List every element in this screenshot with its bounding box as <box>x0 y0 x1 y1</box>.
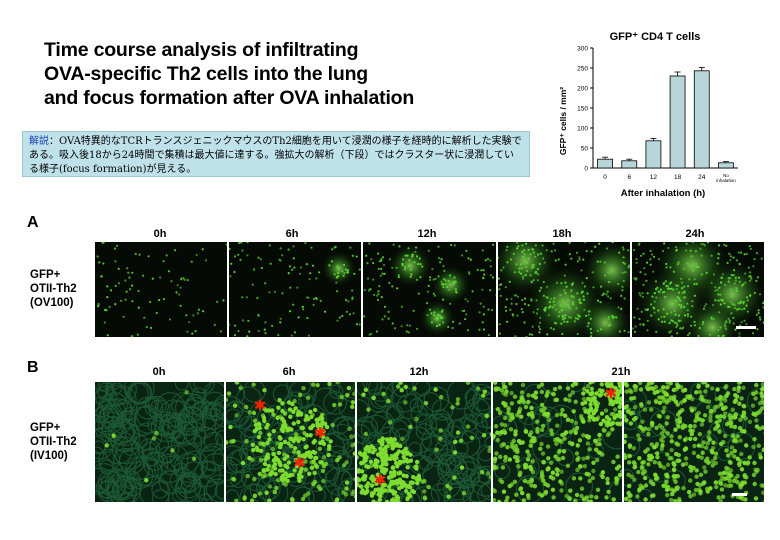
svg-text:✱: ✱ <box>605 385 618 403</box>
chart-x-tick-label: 6 <box>627 174 631 181</box>
panel-b-micrograph <box>95 382 226 502</box>
svg-text:✱: ✱ <box>293 454 306 472</box>
panel-b-micrograph <box>624 382 766 502</box>
panel-a-row-label: GFP+ OTII-Th2 (OV100) <box>30 268 77 310</box>
note-key: 解説 <box>29 136 49 147</box>
chart-x-tick-label: 24 <box>698 174 706 181</box>
svg-text:✱: ✱ <box>374 471 387 489</box>
micrograph-canvas <box>95 382 224 502</box>
panel-b-micrograph: ✱ <box>493 382 624 502</box>
panel-a-time-label: 18h <box>552 228 572 240</box>
chart-x-tick-label: inhalation <box>716 178 736 183</box>
chart-y-tick-label: 100 <box>577 126 588 133</box>
panel-b-time-label: 21h <box>611 366 631 378</box>
panel-a-time-label: 24h <box>685 228 705 240</box>
figure-title: Time course analysis of infiltrating OVA… <box>44 38 484 110</box>
chart-x-tick-label: No <box>723 173 729 178</box>
micrograph-canvas <box>624 382 764 502</box>
panel-a-micrograph <box>632 242 766 337</box>
micrograph-canvas <box>95 242 227 337</box>
chart-bar <box>669 75 686 169</box>
panel-b-time-label: 0h <box>152 366 166 378</box>
panel-a-label-line-1: GFP+ <box>30 269 61 281</box>
micrograph-canvas: ✱ <box>493 382 622 502</box>
panel-a-micrograph <box>229 242 363 337</box>
panel-a-micrograph <box>363 242 498 337</box>
panel-b-label-line-1: GFP+ <box>30 422 61 434</box>
title-line-1: Time course analysis of infiltrating <box>44 39 359 61</box>
chart-y-tick-label: 0 <box>584 166 588 173</box>
panel-a-time-label: 0h <box>153 228 167 240</box>
panel-b-row-label: GFP+ OTII-Th2 (IV100) <box>30 421 77 463</box>
panel-b-time-label: 6h <box>282 366 296 378</box>
title-line-3: and focus formation after OVA inhalation <box>44 87 415 109</box>
chart-ylabel: GFP⁺ cells / mm² <box>558 87 568 155</box>
title-line-2: OVA-specific Th2 cells into the lung <box>44 63 368 85</box>
micrograph-canvas <box>229 242 361 337</box>
explanation-note: 解説：OVA特異的なTCRトランスジェニックマウスのTh2細胞を用いて浸潤の様子… <box>22 131 530 177</box>
chart-bar <box>621 160 638 169</box>
panel-b-micrograph: ✱ <box>357 382 493 502</box>
panel-b-micrograph: ✱ ✱ ✱ <box>226 382 357 502</box>
panel-a-micrograph <box>95 242 229 337</box>
chart-xlabel: After inhalation (h) <box>621 188 705 199</box>
panel-a-scale-bar <box>736 326 756 329</box>
micrograph-canvas <box>632 242 764 337</box>
chart-y-tick-label: 50 <box>581 146 589 153</box>
panel-a-label-line-3: (OV100) <box>30 297 74 309</box>
panel-b-letter: B <box>27 359 39 376</box>
chart-x-tick-label: 0 <box>603 174 607 181</box>
chart-y-tick-label: 200 <box>577 86 588 93</box>
panel-a-letter: A <box>27 214 39 231</box>
chart-bar <box>597 158 613 169</box>
chart-y-tick-label: 150 <box>577 106 588 113</box>
chart-bar <box>718 162 734 169</box>
chart-bar <box>693 70 710 169</box>
panel-a-label-line-2: OTII-Th2 <box>30 283 77 295</box>
chart-bar <box>645 140 662 169</box>
chart-y-tick-label: 250 <box>577 66 588 73</box>
note-text: OVA特異的なTCRトランスジェニックマウスのTh2細胞を用いて浸潤の様子を経時… <box>29 136 522 175</box>
panel-b-label-line-2: OTII-Th2 <box>30 436 77 448</box>
bar-chart: GFP⁺ CD4 T cells GFP⁺ cells / mm² After … <box>558 31 738 199</box>
panel-a-time-label: 12h <box>417 228 437 240</box>
panel-a-micrograph <box>498 242 632 337</box>
chart-y-tick-label: 300 <box>577 46 588 53</box>
micrograph-canvas: ✱ <box>357 382 491 502</box>
micrograph-canvas <box>498 242 630 337</box>
chart-x-tick-label: 18 <box>674 174 682 181</box>
chart-title: GFP⁺ CD4 T cells <box>610 31 701 43</box>
micrograph-canvas: ✱ ✱ ✱ <box>226 382 355 502</box>
chart-x-tick-label: 12 <box>650 174 658 181</box>
panel-b-scale-bar <box>732 493 747 496</box>
svg-text:✱: ✱ <box>314 424 327 442</box>
panel-b-label-line-3: (IV100) <box>30 450 68 462</box>
note-separator: ： <box>49 136 59 147</box>
micrograph-canvas <box>363 242 496 337</box>
svg-text:✱: ✱ <box>254 397 267 415</box>
panel-a-time-label: 6h <box>285 228 299 240</box>
panel-b-time-label: 12h <box>409 366 429 378</box>
